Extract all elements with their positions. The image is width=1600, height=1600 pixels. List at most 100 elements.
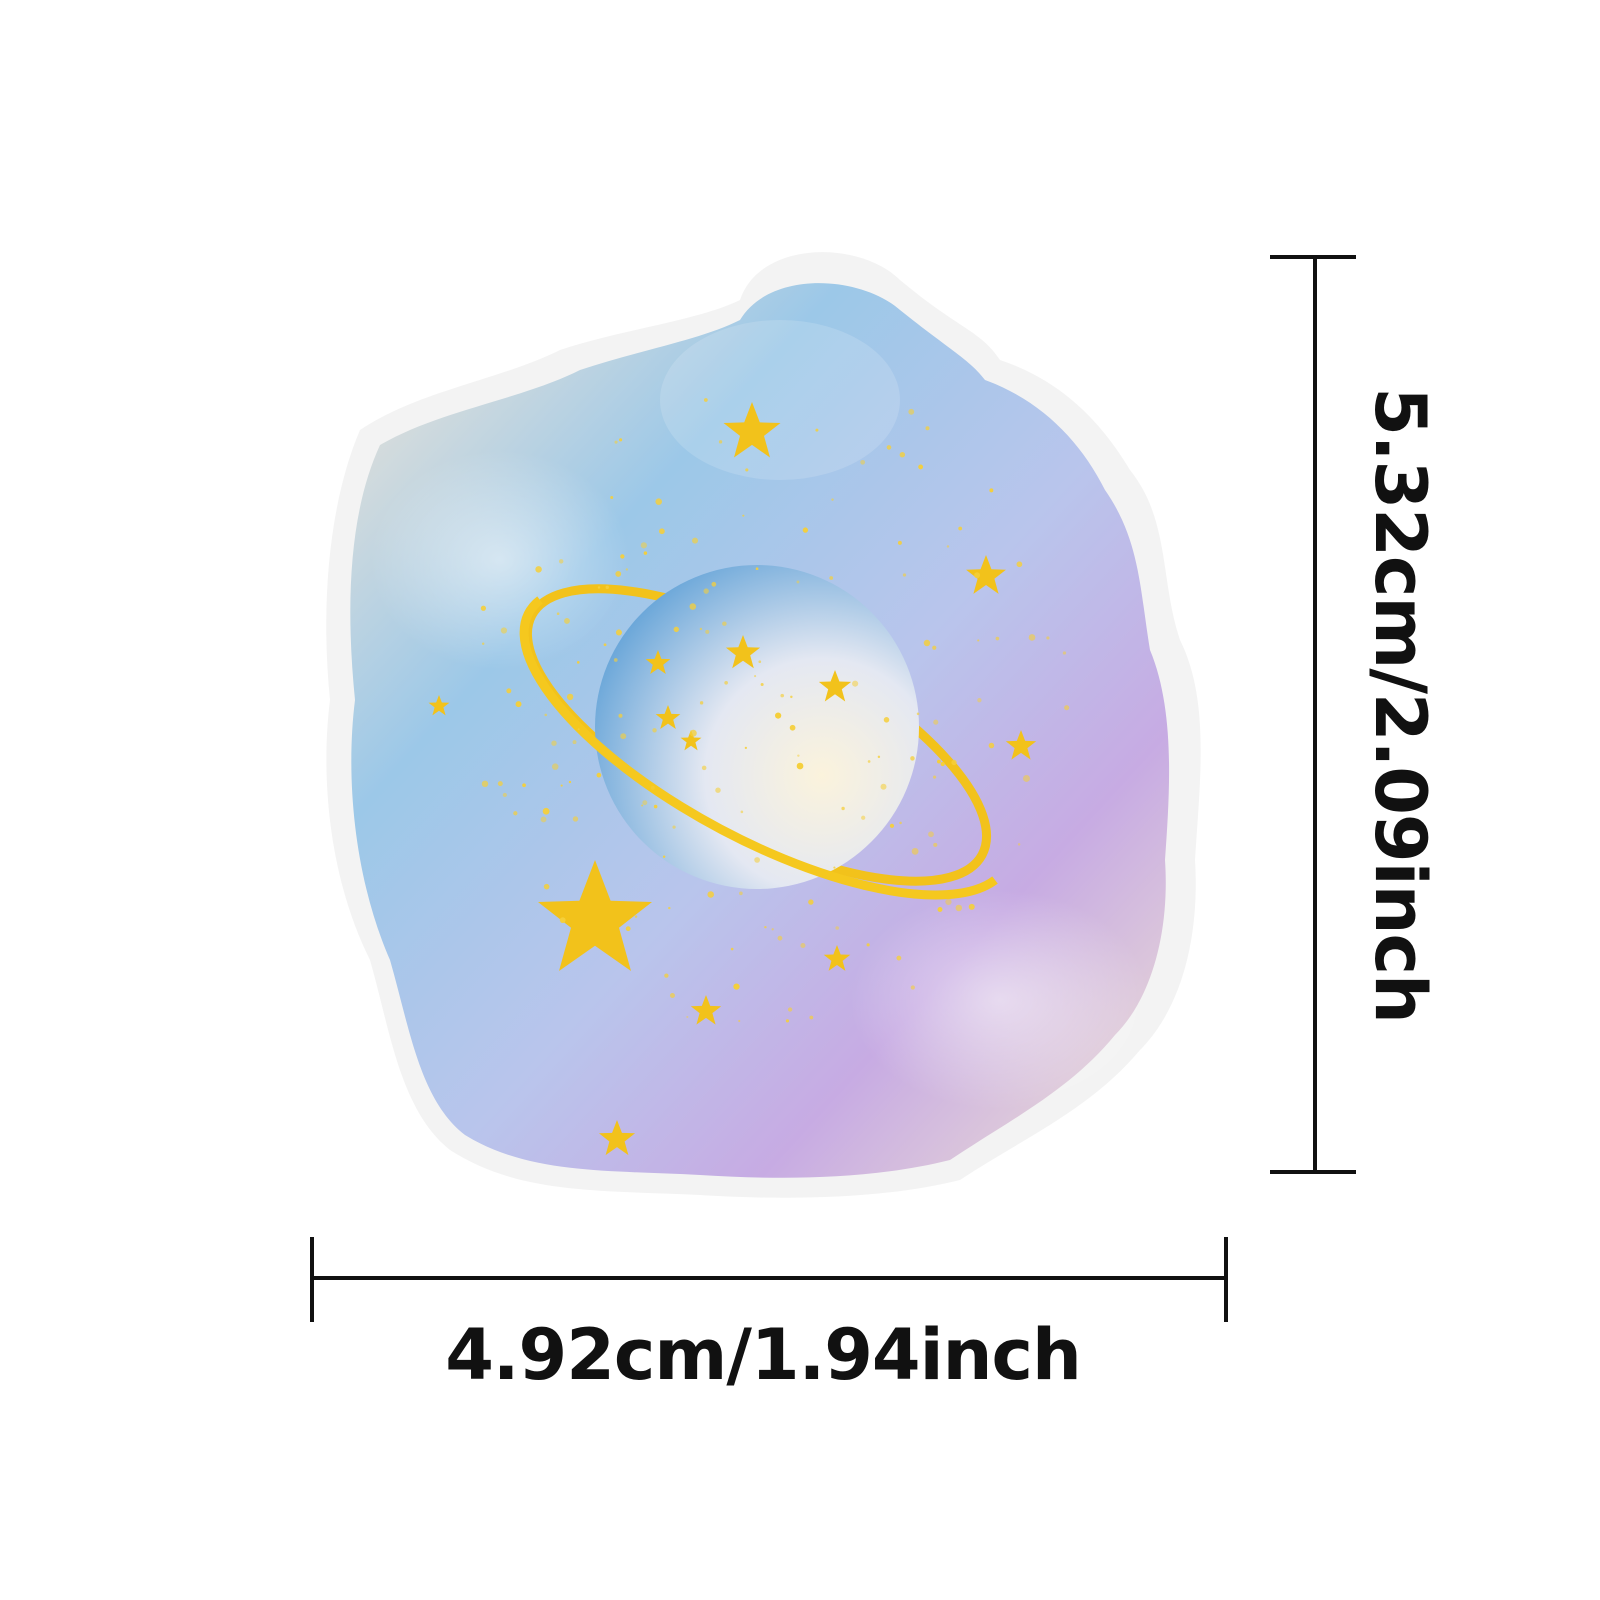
sparkle-dot bbox=[515, 701, 522, 708]
sparkle-dot bbox=[815, 428, 819, 432]
sparkle-dot bbox=[977, 639, 980, 642]
planet-sphere bbox=[595, 565, 919, 889]
sparkle-dot bbox=[566, 693, 574, 701]
sparkle-dot bbox=[689, 603, 697, 610]
sparkle-dot bbox=[540, 816, 547, 823]
sparkle-dot bbox=[615, 571, 622, 577]
sparkle-dot bbox=[764, 925, 767, 929]
sparkle-dot bbox=[940, 761, 945, 767]
sparkle-dot bbox=[951, 759, 957, 766]
sparkle-dot bbox=[780, 693, 785, 698]
sparkle-dot bbox=[707, 891, 714, 898]
sparkle-dot bbox=[937, 759, 941, 764]
sparkle-dot bbox=[835, 926, 839, 930]
sparkle-dot bbox=[641, 804, 644, 807]
sparkle-dot bbox=[754, 857, 760, 863]
sparkle-dot bbox=[701, 765, 707, 771]
sparkle-dot bbox=[860, 459, 866, 465]
sparkle-dot bbox=[866, 943, 870, 947]
sparkle-dot bbox=[662, 855, 666, 858]
sparkle-dot bbox=[620, 733, 627, 740]
sparkle-dot bbox=[513, 811, 518, 816]
sparkle-dot bbox=[711, 581, 717, 587]
sparkle-dot bbox=[730, 947, 734, 951]
sparkle-dot bbox=[703, 398, 708, 402]
sparkle-dot bbox=[802, 527, 809, 533]
sparkle-dot bbox=[535, 566, 542, 573]
sparkle-dot bbox=[908, 408, 915, 415]
sparkle-dot bbox=[789, 724, 796, 731]
sparkle-dot bbox=[615, 629, 622, 636]
sparkle-dot bbox=[745, 468, 749, 472]
sparkle-dot bbox=[877, 755, 881, 759]
sparkle-dot bbox=[1028, 634, 1036, 641]
sparkle-dot bbox=[777, 935, 783, 941]
sparkle-dot bbox=[559, 917, 566, 924]
sparkle-dot bbox=[686, 1015, 689, 1019]
sparkle-dot bbox=[500, 627, 508, 634]
sparkle-dot bbox=[603, 643, 607, 647]
sparkle-dot bbox=[754, 675, 757, 678]
sparkle-dot bbox=[625, 568, 629, 571]
sparkle-dot bbox=[897, 540, 902, 545]
sparkle-dot bbox=[659, 528, 665, 535]
sparkle-dot bbox=[797, 754, 800, 757]
sparkle-dot bbox=[572, 740, 577, 745]
sparkle-dot bbox=[1016, 561, 1023, 568]
sparkle-dot bbox=[620, 554, 625, 559]
sparkle-dot bbox=[699, 701, 704, 705]
sparkle-dot bbox=[640, 542, 647, 549]
sparkle-dot bbox=[642, 800, 648, 806]
sparkle-dot bbox=[605, 585, 609, 590]
width-dimension-line bbox=[310, 1237, 1228, 1322]
sparkle-dot bbox=[899, 821, 902, 825]
sparkle-dot bbox=[669, 993, 675, 999]
sparkle-dot bbox=[724, 680, 728, 685]
sparkle-dot bbox=[597, 586, 601, 589]
sparkle-dot bbox=[809, 1015, 814, 1020]
sparkle-dot bbox=[703, 588, 709, 594]
sparkle-dot bbox=[577, 728, 580, 731]
sparkle-dot bbox=[655, 498, 662, 505]
sparkle-dot bbox=[568, 780, 572, 784]
sparkle-dot bbox=[614, 440, 618, 444]
sparkle-dot bbox=[673, 626, 680, 633]
sparkle-dot bbox=[613, 658, 618, 662]
sparkle-dot bbox=[852, 680, 859, 687]
sparkle-dot bbox=[625, 926, 631, 932]
sparkle-dot bbox=[831, 498, 834, 501]
sparkle-dot bbox=[937, 906, 943, 912]
sparkle-dot bbox=[619, 438, 623, 442]
sparkle-dot bbox=[542, 807, 550, 815]
sparkle-dot bbox=[497, 781, 503, 787]
sparkle-dot bbox=[634, 915, 638, 918]
sparkle-dot bbox=[502, 792, 507, 798]
sparkle-dot bbox=[923, 639, 931, 647]
sparkle-dot bbox=[739, 891, 743, 896]
sparkle-dot bbox=[925, 426, 930, 431]
sparkle-dot bbox=[564, 618, 570, 624]
sparkle-dot bbox=[618, 713, 623, 718]
sparkle-dot bbox=[933, 719, 939, 725]
sparkle-dot bbox=[692, 537, 699, 544]
sparkle-dot bbox=[790, 695, 793, 699]
sparkle-dot bbox=[742, 514, 745, 517]
height-dimension-line bbox=[1270, 255, 1356, 1174]
sparkle-dot bbox=[551, 763, 559, 770]
sparkle-dot bbox=[740, 810, 744, 814]
sparkle-dot bbox=[829, 576, 834, 580]
sparkle-dot bbox=[889, 823, 895, 828]
sparkle-dot bbox=[1022, 774, 1030, 782]
sparkle-dot bbox=[506, 688, 512, 694]
sparkle-dot bbox=[933, 775, 937, 779]
sparkle-dot bbox=[699, 627, 703, 631]
sparkle-dot bbox=[1064, 705, 1070, 711]
sparkle-dot bbox=[1017, 843, 1021, 846]
sparkle-dot bbox=[945, 898, 952, 906]
sparkle-dot bbox=[610, 496, 614, 499]
sparkle-dot bbox=[481, 780, 489, 788]
sparkle-dot bbox=[560, 784, 563, 787]
sparkle-dot bbox=[833, 866, 836, 869]
sparkle-dot bbox=[543, 883, 550, 890]
